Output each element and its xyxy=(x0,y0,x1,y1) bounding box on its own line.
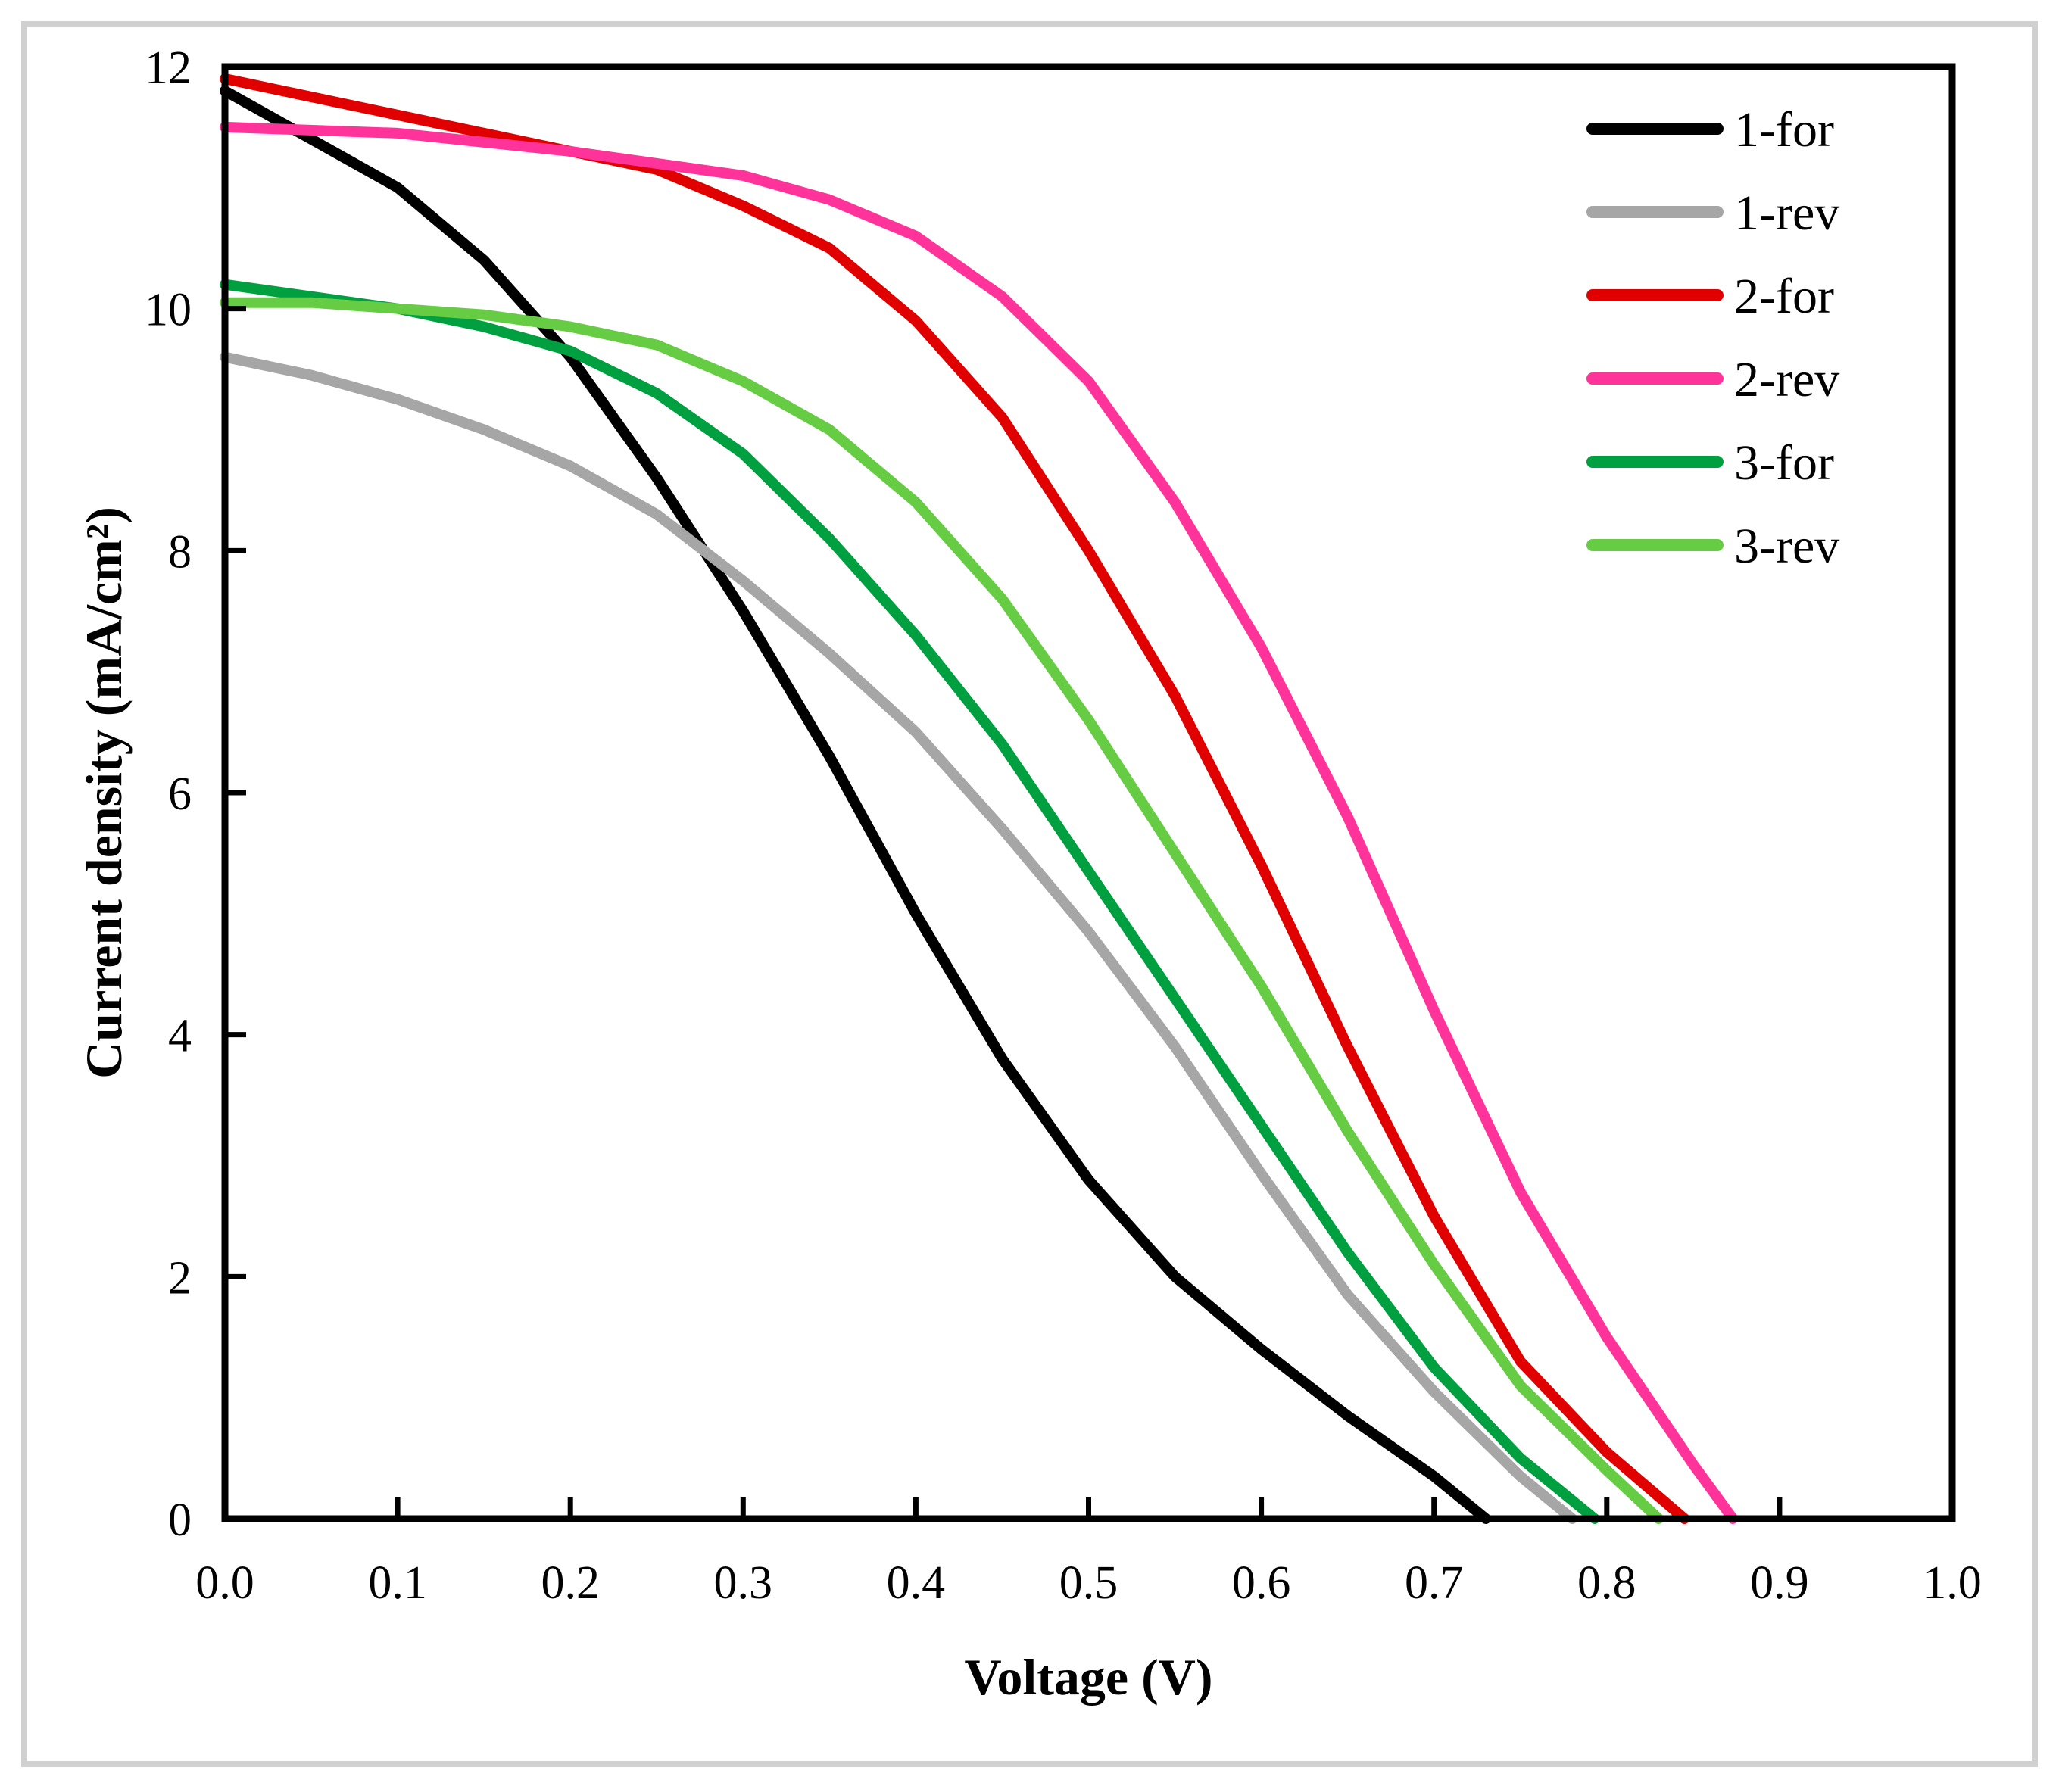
legend-label-1-for: 1-for xyxy=(1734,102,1834,157)
x-tick-label-0-3: 0.3 xyxy=(714,1557,773,1609)
x-tick-label-0-4: 0.4 xyxy=(887,1557,946,1609)
x-tick-label-0-7: 0.7 xyxy=(1405,1557,1464,1609)
x-axis-title: Voltage (V) xyxy=(965,1648,1213,1706)
legend-label-3-for: 3-for xyxy=(1734,435,1834,491)
legend-item-2-rev: 2-rev xyxy=(1586,352,1839,407)
ticks-layer: 0.0 0.1 0.2 0.3 0.4 0.5 0.6 0.7 0.8 0.9 1.0 0 2 4 6 8 10… xyxy=(145,42,1982,1609)
y-tick-label-10: 10 xyxy=(145,285,192,336)
legend-label-3-rev: 3-rev xyxy=(1734,519,1839,574)
y-tick-label-0: 0 xyxy=(168,1494,192,1546)
legend-label-1-rev: 1-rev xyxy=(1734,185,1839,241)
legend-item-1-for: 1-for xyxy=(1586,102,1834,157)
series-line-1-for xyxy=(220,86,1492,1524)
legend-item-3-for: 3-for xyxy=(1586,435,1834,491)
series-line-2-rev xyxy=(220,121,1739,1524)
x-tick-label-0-0: 0.0 xyxy=(195,1557,254,1609)
x-tick-label-0-5: 0.5 xyxy=(1059,1557,1118,1609)
legend-label-2-for: 2-for xyxy=(1734,269,1834,324)
y-tick-label-6: 6 xyxy=(168,768,192,820)
series-line-2-for xyxy=(220,73,1690,1524)
legend-item-1-rev: 1-rev xyxy=(1586,185,1839,241)
x-tick-label-0-1: 0.1 xyxy=(368,1557,427,1609)
series-line-1-rev xyxy=(220,351,1578,1524)
legend-item-2-for: 2-for xyxy=(1586,269,1834,324)
y-tick-label-12: 12 xyxy=(145,42,192,94)
x-tick-label-0-2: 0.2 xyxy=(541,1557,600,1609)
series-layer xyxy=(220,73,1739,1524)
legend: 1-for 1-rev 2-for 2-rev 3-for 3-rev xyxy=(1586,102,1839,574)
y-tick-label-8: 8 xyxy=(168,526,192,578)
series-line-3-for xyxy=(220,279,1600,1524)
x-tick-label-1-0: 1.0 xyxy=(1923,1557,1982,1609)
series-line-3-rev xyxy=(220,297,1664,1524)
legend-label-2-rev: 2-rev xyxy=(1734,352,1839,407)
x-tick-label-0-8: 0.8 xyxy=(1577,1557,1636,1609)
y-tick-label-4: 4 xyxy=(168,1011,192,1062)
figure-frame xyxy=(21,21,2038,1767)
x-tick-label-0-9: 0.9 xyxy=(1750,1557,1809,1609)
y-axis-title: Current density (mA/cm²) xyxy=(75,506,133,1079)
x-tick-label-0-6: 0.6 xyxy=(1232,1557,1291,1609)
legend-item-3-rev: 3-rev xyxy=(1586,519,1839,574)
y-tick-label-2: 2 xyxy=(168,1252,192,1304)
